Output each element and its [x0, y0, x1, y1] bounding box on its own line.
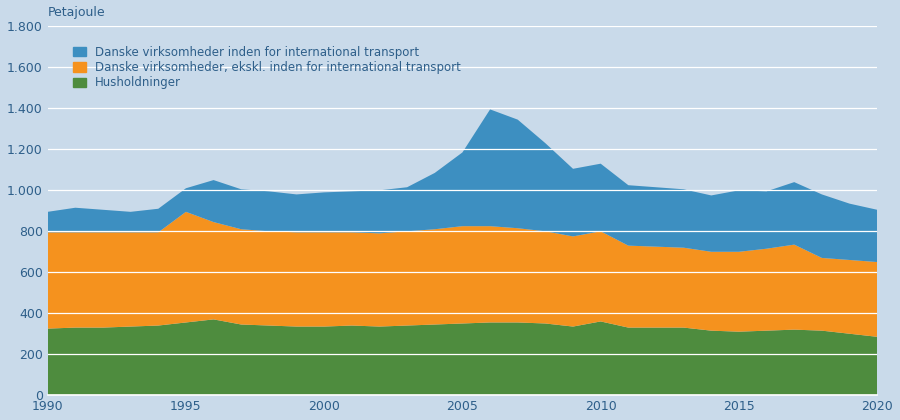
Legend: Danske virksomheder inden for international transport, Danske virksomheder, eksk: Danske virksomheder inden for internatio…	[70, 43, 464, 92]
Text: Petajoule: Petajoule	[48, 6, 105, 19]
